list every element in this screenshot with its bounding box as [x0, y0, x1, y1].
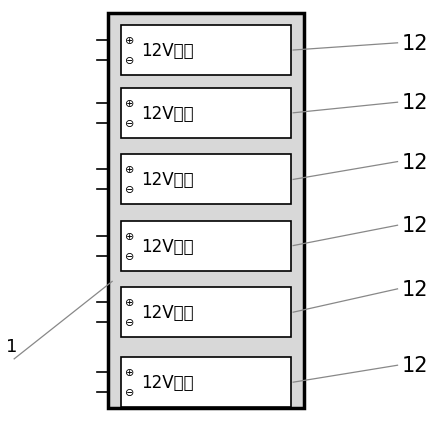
Text: ⊖: ⊖	[125, 317, 135, 328]
Text: 12V电池: 12V电池	[141, 104, 193, 123]
Text: 12: 12	[401, 93, 427, 113]
Text: ⊖: ⊖	[125, 56, 135, 66]
Text: ⊕: ⊕	[125, 367, 135, 377]
Text: 12V电池: 12V电池	[141, 373, 193, 391]
Bar	[108, 14, 303, 408]
Text: 12V电池: 12V电池	[141, 171, 193, 189]
Bar	[120, 221, 290, 271]
Text: 12: 12	[401, 34, 427, 54]
Text: 12V电池: 12V电池	[141, 42, 193, 60]
Text: ⊕: ⊕	[125, 98, 135, 109]
Text: 12V电池: 12V电池	[141, 303, 193, 322]
Text: ⊖: ⊖	[125, 251, 135, 261]
Text: 12: 12	[401, 355, 427, 375]
Text: ⊕: ⊕	[125, 165, 135, 175]
Text: 12: 12	[401, 216, 427, 236]
Bar	[120, 155, 290, 205]
Text: 1: 1	[6, 337, 17, 355]
Bar	[120, 26, 290, 76]
Text: 12: 12	[401, 279, 427, 299]
Text: 12V电池: 12V电池	[141, 237, 193, 255]
Bar	[120, 89, 290, 138]
Bar	[120, 357, 290, 407]
Text: ⊖: ⊖	[125, 185, 135, 195]
Text: ⊖: ⊖	[125, 118, 135, 129]
Text: ⊖: ⊖	[125, 387, 135, 397]
Text: ⊕: ⊕	[125, 231, 135, 241]
Text: 12: 12	[401, 152, 427, 172]
Bar	[120, 288, 290, 337]
Text: ⊕: ⊕	[125, 297, 135, 308]
Text: ⊕: ⊕	[125, 36, 135, 46]
